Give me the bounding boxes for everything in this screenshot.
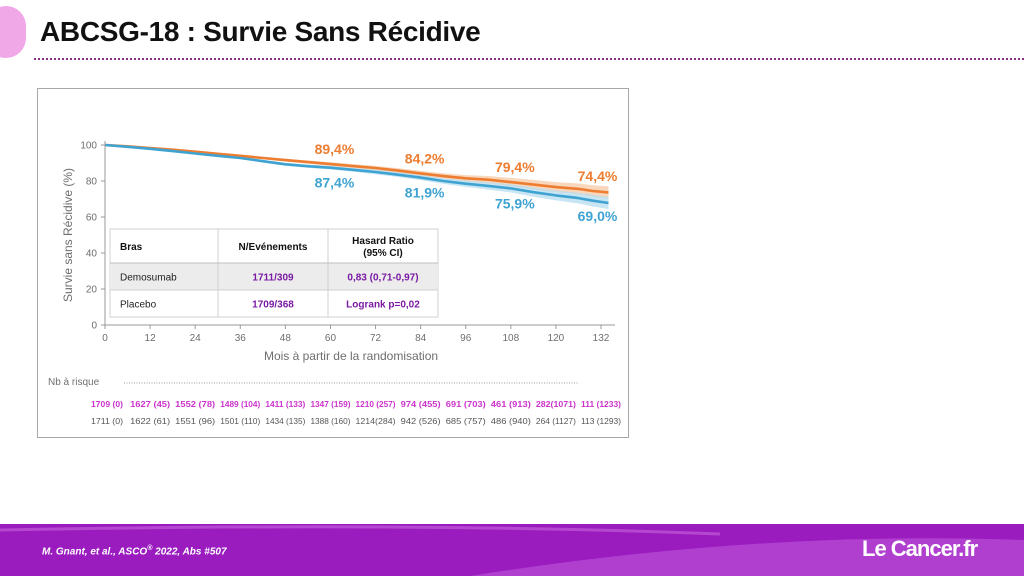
data-label: 84,2% bbox=[405, 150, 445, 166]
x-tick-label: 96 bbox=[460, 333, 472, 344]
table-row-shade bbox=[110, 263, 438, 290]
brand-logo: Le Cancer.fr bbox=[862, 536, 978, 561]
table-header: Hasard Ratio (95% CI) bbox=[352, 236, 414, 259]
at-risk-demosumab: 1411 (133) bbox=[265, 400, 305, 409]
footer-band bbox=[0, 524, 1024, 576]
title-divider bbox=[34, 58, 1024, 60]
data-label: 74,4% bbox=[578, 168, 618, 184]
table-header: N/Evénements bbox=[239, 242, 308, 253]
citation: M. Gnant, et al., ASCO® 2022, Abs #507 bbox=[42, 545, 227, 558]
table-cell: 1709/368 bbox=[252, 300, 294, 311]
slide-title: ABCSG-18 : Survie Sans Récidive bbox=[40, 16, 481, 47]
table-cell: 1711/309 bbox=[252, 273, 294, 284]
corner-decoration bbox=[0, 6, 26, 58]
y-tick-label: 0 bbox=[91, 321, 97, 332]
y-tick-label: 40 bbox=[86, 249, 98, 260]
at-risk-demosumab: 282(1071) bbox=[536, 400, 576, 409]
x-axis-label: Mois à partir de la randomisation bbox=[264, 349, 438, 363]
at-risk-demosumab: 1210 (257) bbox=[356, 400, 396, 409]
table-cell: Placebo bbox=[120, 300, 157, 311]
at-risk-placebo: 1622 (61) bbox=[130, 417, 170, 426]
data-label: 81,9% bbox=[405, 185, 445, 201]
x-tick-label: 36 bbox=[235, 333, 247, 344]
at-risk-placebo: 1214(284) bbox=[356, 417, 396, 426]
x-tick-label: 60 bbox=[325, 333, 337, 344]
x-tick-label: 108 bbox=[502, 333, 519, 344]
at-risk-demosumab: 1347 (159) bbox=[310, 400, 350, 409]
x-tick-label: 132 bbox=[593, 333, 610, 344]
data-label: 69,0% bbox=[578, 208, 618, 224]
data-label: 87,4% bbox=[315, 175, 355, 191]
at-risk-placebo: 1551 (96) bbox=[175, 417, 215, 426]
x-tick-label: 0 bbox=[102, 333, 108, 344]
data-label: 89,4% bbox=[315, 141, 355, 157]
at-risk-placebo: 685 (757) bbox=[446, 417, 486, 426]
data-label: 75,9% bbox=[495, 195, 535, 211]
x-tick-label: 48 bbox=[280, 333, 292, 344]
y-tick-label: 80 bbox=[86, 177, 98, 188]
at-risk-demosumab: 1489 (104) bbox=[220, 400, 260, 409]
y-tick-label: 100 bbox=[80, 141, 97, 152]
at-risk-demosumab: 974 (455) bbox=[401, 400, 441, 409]
at-risk-label: Nb à risque bbox=[48, 377, 100, 388]
series-line-placebo bbox=[104, 143, 609, 205]
series-line-demosumab bbox=[104, 143, 609, 194]
y-tick-label: 20 bbox=[86, 285, 98, 296]
at-risk-demosumab: 1552 (78) bbox=[175, 400, 215, 409]
table-cell: 0,83 (0,71-0,97) bbox=[347, 273, 418, 284]
at-risk-demosumab: 461 (913) bbox=[491, 400, 531, 409]
y-tick-label: 60 bbox=[86, 213, 98, 224]
y-axis-label: Survie sans Récidive (%) bbox=[61, 168, 75, 302]
x-tick-label: 24 bbox=[190, 333, 202, 344]
at-risk-placebo: 1388 (160) bbox=[310, 417, 350, 426]
at-risk-placebo: 1434 (135) bbox=[265, 417, 305, 426]
at-risk-placebo: 1501 (110) bbox=[220, 417, 260, 426]
table-cell: Demosumab bbox=[120, 273, 177, 284]
table-cell: Logrank p=0,02 bbox=[346, 300, 420, 311]
x-tick-label: 120 bbox=[548, 333, 565, 344]
at-risk-demosumab: 691 (703) bbox=[446, 400, 486, 409]
at-risk-demosumab: 1709 (0) bbox=[91, 400, 123, 409]
chart-figure: 0 20 40 60 80 100 0 12 24 36 48 60 72 84 96 108 120 132 Mo… bbox=[37, 88, 629, 438]
at-risk-placebo: 113 (1293) bbox=[581, 417, 621, 426]
at-risk-placebo: 1711 (0) bbox=[91, 417, 123, 426]
data-label: 79,4% bbox=[495, 159, 535, 175]
table-header: Bras bbox=[120, 242, 143, 253]
at-risk-demosumab: 1627 (45) bbox=[130, 400, 170, 409]
km-chart: 0 20 40 60 80 100 0 12 24 36 48 60 72 84 96 108 120 132 Mo… bbox=[48, 141, 621, 427]
at-risk-placebo: 486 (940) bbox=[491, 417, 531, 426]
x-tick-label: 12 bbox=[145, 333, 157, 344]
x-tick-label: 84 bbox=[415, 333, 427, 344]
at-risk-demosumab: 111 (1233) bbox=[581, 400, 621, 409]
at-risk-placebo: 264 (1127) bbox=[536, 417, 576, 426]
at-risk-placebo: 942 (526) bbox=[401, 417, 441, 426]
x-tick-label: 72 bbox=[370, 333, 382, 344]
